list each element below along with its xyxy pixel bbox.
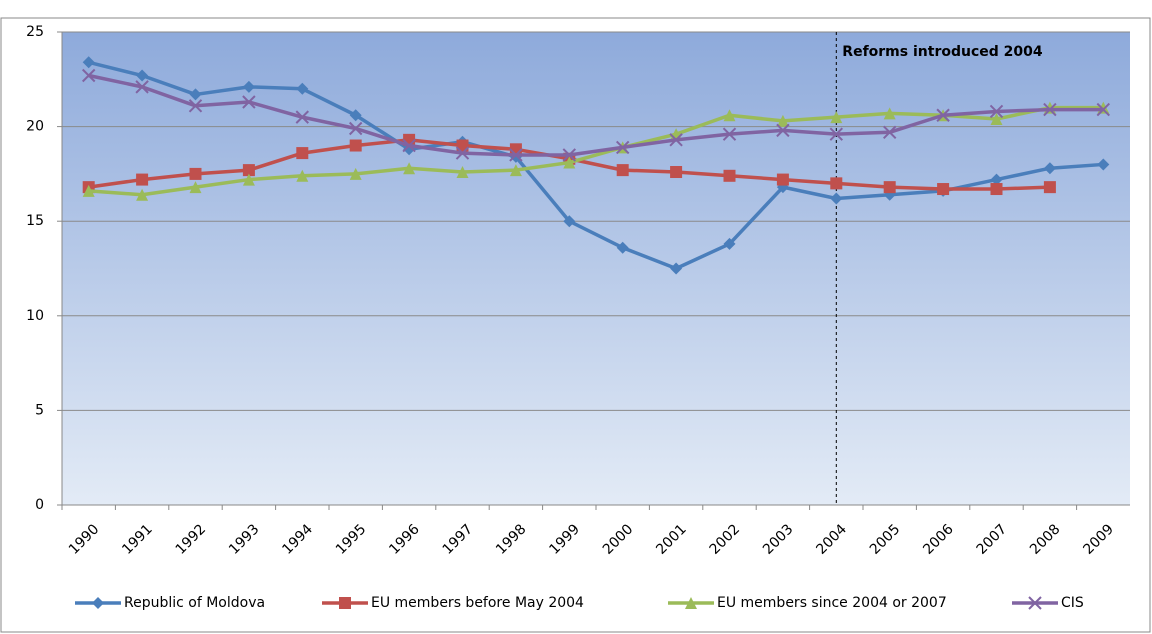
data-point [188, 99, 203, 113]
series-line [88, 105, 1104, 197]
data-point [136, 173, 149, 186]
data-point [189, 167, 202, 180]
data-point [990, 113, 1003, 126]
data-point [81, 68, 96, 83]
data-point [189, 88, 202, 101]
data-point [990, 183, 1003, 196]
y-tick-label: 15 [26, 213, 44, 229]
data-point [937, 183, 950, 196]
data-point [776, 123, 790, 138]
legend-marker [685, 597, 697, 609]
series-line [88, 60, 1104, 271]
data-point [1043, 162, 1056, 175]
data-point [509, 148, 523, 162]
legend-label: Republic of Moldova [124, 595, 265, 611]
data-point [82, 184, 95, 197]
data-point [1043, 102, 1057, 117]
data-point [402, 138, 416, 153]
data-point [830, 192, 843, 205]
data-point [1096, 102, 1111, 117]
data-point [349, 167, 362, 180]
data-point [670, 262, 683, 275]
y-tick-label: 5 [35, 402, 44, 418]
y-tick-label: 20 [26, 119, 44, 135]
data-point [616, 164, 629, 177]
legend-label: EU members before May 2004 [371, 595, 584, 611]
data-point [349, 139, 362, 152]
data-point [562, 148, 577, 162]
legend-marker [1028, 596, 1042, 610]
data-point [189, 181, 202, 194]
legend-marker [92, 597, 104, 609]
data-point [669, 133, 683, 147]
data-point [242, 164, 255, 177]
data-point [882, 125, 897, 139]
legend-marker [339, 597, 351, 609]
data-point [936, 108, 950, 122]
y-tick-label: 25 [26, 24, 44, 40]
annotation-text: Reforms introduced 2004 [842, 44, 1043, 60]
data-point [830, 177, 843, 190]
data-point [563, 156, 576, 169]
plot-area [62, 32, 1130, 505]
data-point [883, 181, 896, 194]
y-tick-label: 0 [35, 497, 44, 513]
series-line [88, 73, 1104, 157]
data-point [296, 147, 309, 160]
data-point [776, 173, 789, 186]
data-point [670, 166, 683, 179]
data-point [82, 56, 95, 69]
data-point [1097, 158, 1110, 171]
data-point [563, 215, 576, 228]
data-point [723, 237, 736, 250]
data-point [295, 110, 310, 124]
data-point [135, 80, 149, 94]
data-point [830, 111, 843, 124]
data-point [723, 169, 736, 182]
data-point [723, 109, 736, 122]
data-point [776, 114, 789, 127]
legend-label: CIS [1061, 595, 1084, 611]
data-point [136, 69, 149, 82]
data-point [722, 127, 737, 141]
data-point [1043, 181, 1056, 194]
data-point [242, 80, 255, 93]
data-point [348, 121, 363, 136]
data-point [456, 166, 469, 179]
data-point [990, 173, 1003, 186]
data-point [242, 95, 256, 109]
data-point [296, 82, 309, 95]
data-point [883, 107, 896, 120]
legend-label: EU members since 2004 or 2007 [717, 595, 947, 611]
data-point [989, 104, 1004, 119]
y-tick-label: 10 [26, 308, 44, 324]
data-point [615, 140, 630, 155]
data-point [616, 241, 629, 254]
data-point [349, 109, 362, 122]
data-point [509, 164, 522, 177]
data-point [242, 173, 255, 186]
data-point [455, 146, 470, 160]
data-point [136, 188, 149, 201]
data-point [456, 139, 469, 152]
data-point [296, 169, 309, 182]
data-point [403, 162, 416, 175]
data-point [829, 127, 844, 141]
